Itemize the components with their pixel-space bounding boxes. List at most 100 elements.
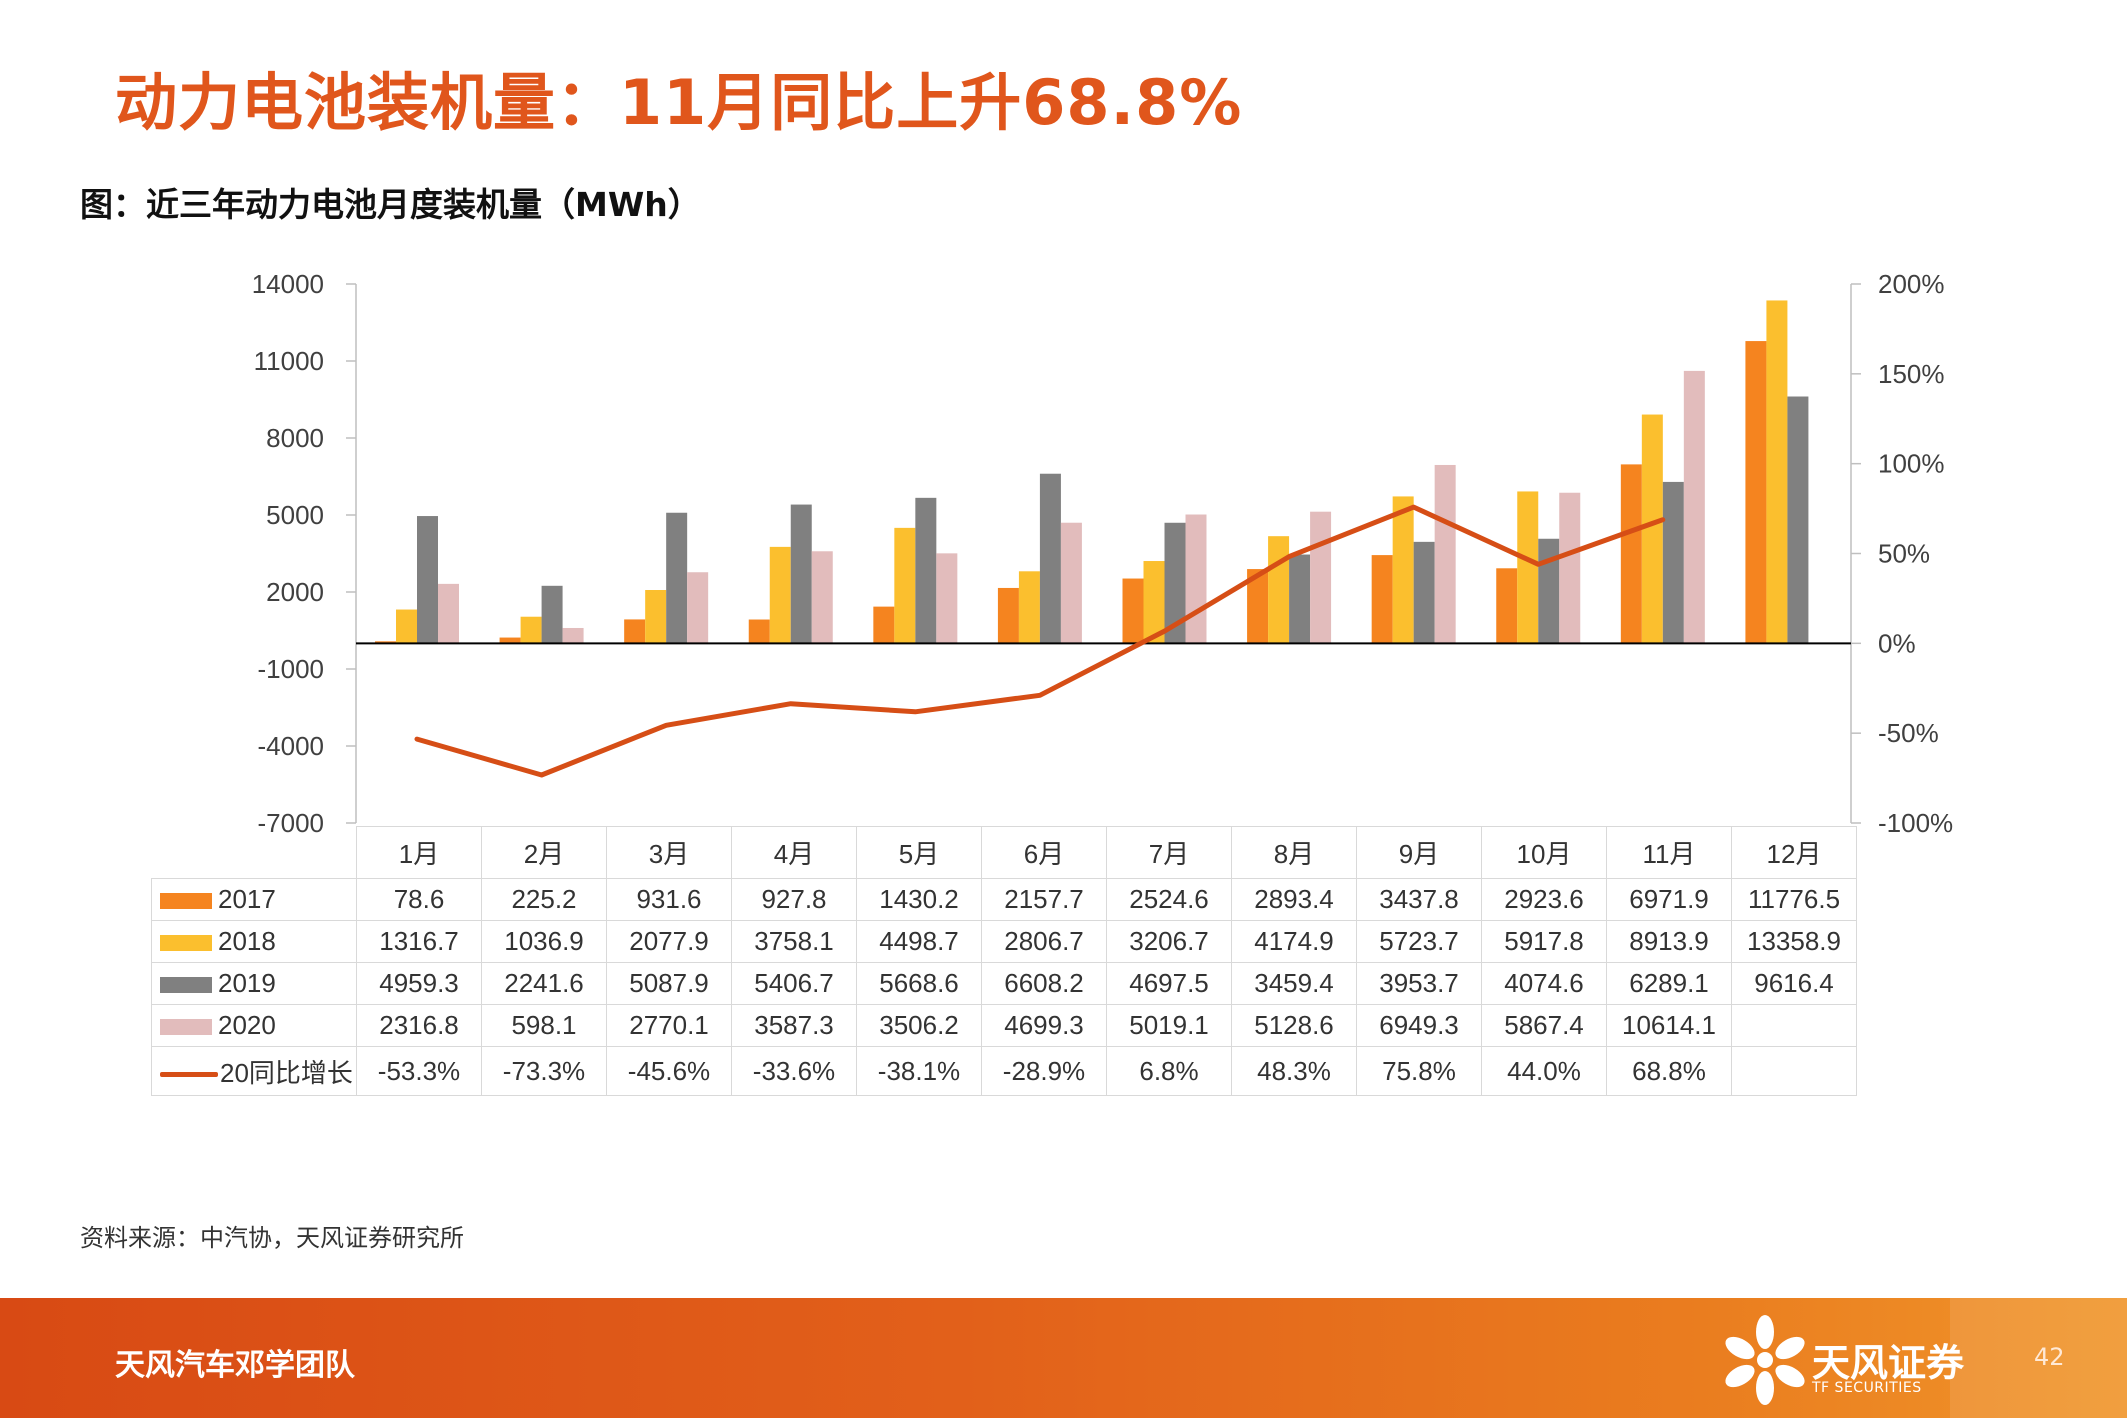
legend-label: 2020 [218,1010,276,1040]
bar-2018 [1766,300,1788,644]
bar-2019 [915,497,937,644]
category-label: 9月 [1356,826,1482,879]
table-cell: 6.8% [1106,1046,1232,1096]
table-cell: 5019.1 [1106,1004,1232,1047]
table-cell: 9616.4 [1731,962,1857,1005]
flower-logo-icon [1725,1315,1805,1405]
table-row: 2017 78.6 225.2 931.6 927.8 1430.2 2157.7 2524.… [151,878,1857,921]
table-cell: -45.6% [606,1046,732,1096]
bar-2019 [1662,481,1684,644]
table-cell: 3437.8 [1356,878,1482,921]
chart-caption: 图：近三年动力电池月度装机量（MWh） [80,185,701,224]
bar-2017 [375,641,396,644]
table-cell: 4074.6 [1481,962,1607,1005]
table-cell: 5917.8 [1481,920,1607,963]
table-cell: 225.2 [481,878,607,921]
bar-2018 [1143,561,1165,644]
table-cell: 931.6 [606,878,732,921]
category-label: 3月 [606,826,732,879]
legend-label: 2017 [218,884,276,914]
table-cell: 2077.9 [606,920,732,963]
table-cell: 2923.6 [1481,878,1607,921]
table-cell: 44.0% [1481,1046,1607,1096]
table-cell: 68.8% [1606,1046,1732,1096]
bar-2020 [562,627,584,644]
combo-chart: 14000 11000 8000 5000 2000 -1000 -4000 -7000 200… [252,269,1953,838]
table-cell: 3758.1 [731,920,857,963]
table-row: 2018 1316.7 1036.9 2077.9 3758.1 4498.7 2806.7… [151,920,1857,963]
table-cell: 5867.4 [1481,1004,1607,1047]
table-cell: 6949.3 [1356,1004,1482,1047]
right-axis-tick-label: 50% [1878,539,1930,569]
legend-swatch [160,935,212,952]
bar-2017 [997,587,1019,644]
data-table: 1月 2月 3月 4月 5月 6月 7月 8月 9月 10月 11月 12月 2017 78.6 225.2… [151,826,1857,1096]
table-cell: -73.3% [481,1046,607,1096]
bar-2020 [687,572,709,644]
legend-entry: 2020 [151,1004,357,1047]
footer-decoration [1950,1298,2127,1418]
table-cell: 5406.7 [731,962,857,1005]
bar-2019 [417,516,438,644]
table-cell: 3459.4 [1231,962,1357,1005]
table-cell: 4498.7 [856,920,982,963]
bar-2020 [1683,370,1705,644]
table-cell: 927.8 [731,878,857,921]
bar-2019 [1039,473,1061,644]
bar-2020 [1060,522,1082,644]
legend-swatch [160,977,212,994]
bar-2019 [1787,396,1809,644]
bar-2020 [811,551,833,644]
category-label: 8月 [1231,826,1357,879]
table-header-row: 1月 2月 3月 4月 5月 6月 7月 8月 9月 10月 11月 12月 [152,826,1857,879]
table-cell: 3587.3 [731,1004,857,1047]
bar-2020 [438,583,459,644]
table-cell: 2524.6 [1106,878,1232,921]
table-cell: 2806.7 [981,920,1107,963]
left-axis-tick-label: 11000 [254,346,324,376]
table-cell: 2157.7 [981,878,1107,921]
bar-2017 [1371,555,1393,644]
bar-2017 [624,619,646,644]
category-label: 10月 [1481,826,1607,879]
page-number: 42 [2034,1343,2065,1371]
left-axis-tick-label: 5000 [266,500,324,530]
table-cell: 2241.6 [481,962,607,1005]
legend-swatch [160,1019,212,1036]
bar-2017 [1620,464,1642,644]
table-cell: 2770.1 [606,1004,732,1047]
table-cell: 6608.2 [981,962,1107,1005]
right-axis-tick-label: -100% [1878,808,1953,838]
growth-line [414,504,1666,778]
legend-label: 2018 [218,926,276,956]
legend-entry: 2018 [151,920,357,963]
bar-2019 [790,504,812,644]
bar-2019 [666,512,688,644]
brand-name-en: TF SECURITIES [1812,1380,1922,1396]
left-axis-tick-label: 14000 [252,269,324,299]
left-axis-tick-label: 8000 [266,423,324,453]
right-axis-tick-label: 100% [1878,449,1945,479]
table-corner-cell [152,827,357,879]
table-cell: 10614.1 [1606,1004,1732,1047]
right-axis-tick-label: 200% [1878,269,1945,299]
bar-2017 [1247,569,1269,644]
category-label: 12月 [1731,826,1857,879]
table-cell: 598.1 [481,1004,607,1047]
table-cell: 11776.5 [1731,878,1857,921]
bar-2020 [1310,511,1332,644]
bar-2018 [396,609,417,644]
category-label: 5月 [856,826,982,879]
bar-2019 [1413,541,1435,644]
source-note: 资料来源：中汽协，天风证券研究所 [80,1224,464,1252]
bar-2018 [1641,414,1663,644]
bar-2019 [541,585,563,644]
table-cell: 5087.9 [606,962,732,1005]
slide-title: 动力电池装机量：11月同比上升68.8% [115,66,1243,139]
table-cell: 3953.7 [1356,962,1482,1005]
legend-entry: 2019 [151,962,357,1005]
table-cell: 13358.9 [1731,920,1857,963]
right-axis-tick-label: 150% [1878,359,1945,389]
left-axis-tick-label: 2000 [266,577,324,607]
table-cell [1731,1004,1857,1047]
